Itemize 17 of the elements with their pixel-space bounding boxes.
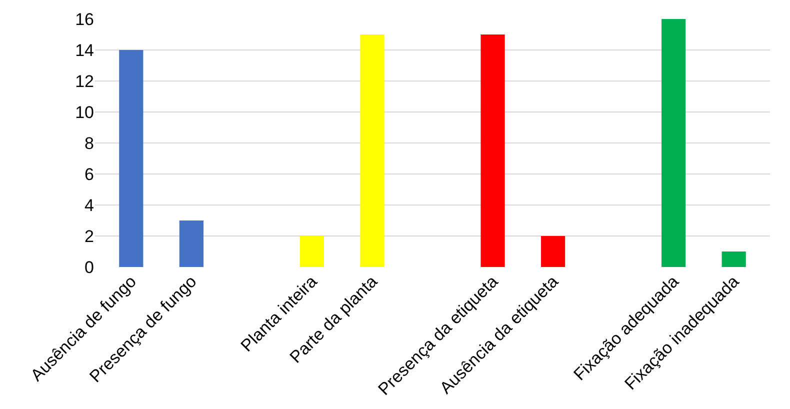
y-tick-label: 10	[75, 102, 94, 122]
y-tick-label: 14	[75, 40, 94, 60]
bar	[360, 34, 384, 267]
bar	[662, 19, 686, 267]
y-tick-label: 16	[75, 10, 94, 29]
y-tick-label: 4	[84, 196, 94, 215]
bar	[722, 252, 746, 267]
y-tick-label: 12	[75, 72, 94, 91]
y-tick-label: 0	[84, 258, 94, 277]
y-tick-label: 2	[84, 226, 94, 246]
y-tick-label: 8	[84, 134, 94, 153]
bar	[179, 220, 204, 267]
bar	[300, 236, 324, 267]
bar	[480, 34, 505, 267]
bar	[119, 50, 144, 267]
y-tick-label: 6	[84, 164, 94, 184]
bar	[540, 236, 566, 267]
